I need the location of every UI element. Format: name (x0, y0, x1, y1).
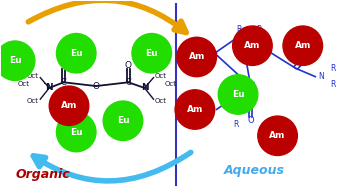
Text: Oct: Oct (164, 81, 176, 87)
Text: O: O (306, 53, 313, 61)
Text: Eu: Eu (70, 49, 83, 58)
Text: N: N (141, 83, 148, 92)
Text: R: R (256, 25, 261, 34)
Ellipse shape (258, 116, 297, 156)
Text: Eu: Eu (9, 56, 21, 65)
Ellipse shape (49, 86, 89, 125)
Text: N: N (45, 83, 53, 92)
Text: Oct: Oct (155, 73, 167, 79)
Text: O: O (247, 116, 254, 125)
Text: Am: Am (187, 105, 203, 114)
Text: N: N (238, 30, 245, 39)
Text: C: C (61, 78, 66, 87)
Ellipse shape (0, 41, 35, 81)
Text: O: O (197, 62, 204, 71)
Text: Am: Am (295, 41, 311, 50)
Ellipse shape (56, 112, 96, 152)
Text: N: N (247, 82, 255, 91)
Text: R: R (330, 64, 335, 73)
Text: Am: Am (269, 131, 286, 140)
Text: Aqueous: Aqueous (224, 164, 285, 177)
Ellipse shape (218, 75, 258, 114)
Text: Oct: Oct (27, 98, 39, 104)
Text: Eu: Eu (232, 90, 244, 99)
Text: ·: · (147, 79, 150, 89)
Text: Oct: Oct (27, 73, 39, 79)
Text: O: O (125, 61, 132, 70)
Ellipse shape (132, 33, 171, 73)
FancyArrowPatch shape (33, 152, 191, 181)
Text: Eu: Eu (117, 116, 129, 125)
Text: Eu: Eu (70, 128, 83, 136)
Text: Am: Am (188, 53, 205, 61)
Text: Oct: Oct (155, 98, 167, 104)
Text: R: R (234, 120, 239, 129)
Text: R: R (208, 103, 214, 112)
Text: ·: · (43, 79, 47, 89)
Text: O: O (60, 61, 67, 70)
Ellipse shape (56, 33, 96, 73)
Text: R: R (236, 25, 242, 34)
Ellipse shape (232, 26, 272, 65)
Text: Eu: Eu (145, 49, 158, 58)
Text: Oct: Oct (17, 81, 30, 87)
Text: Am: Am (244, 41, 261, 50)
Text: R: R (330, 80, 335, 89)
Text: O: O (92, 82, 100, 91)
Ellipse shape (175, 90, 215, 129)
Text: Organic: Organic (15, 168, 70, 181)
Text: N: N (318, 72, 323, 81)
Text: Am: Am (61, 101, 77, 110)
Ellipse shape (103, 101, 143, 140)
FancyArrowPatch shape (28, 0, 186, 33)
Text: C: C (125, 78, 131, 87)
Ellipse shape (177, 37, 217, 77)
Ellipse shape (283, 26, 322, 65)
